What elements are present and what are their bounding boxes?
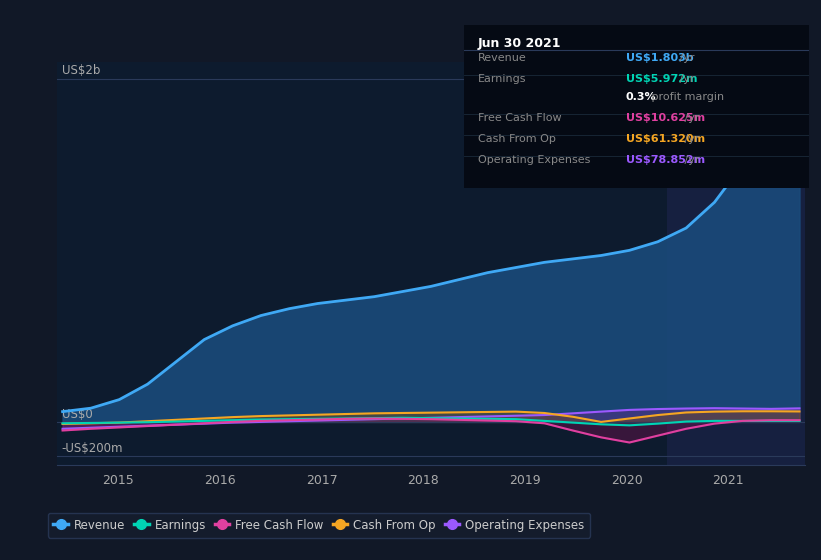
Text: Cash From Op: Cash From Op	[478, 134, 556, 144]
Text: Jun 30 2021: Jun 30 2021	[478, 36, 562, 50]
Text: /yr: /yr	[676, 53, 694, 63]
Text: US$5.972m: US$5.972m	[626, 74, 697, 84]
Text: US$10.625m: US$10.625m	[626, 113, 705, 123]
Text: /yr: /yr	[676, 74, 694, 84]
Text: 0.3%: 0.3%	[626, 92, 657, 102]
Text: /yr: /yr	[681, 134, 699, 144]
Text: -US$200m: -US$200m	[62, 442, 123, 455]
Text: US$78.852m: US$78.852m	[626, 155, 705, 165]
Text: /yr: /yr	[681, 155, 699, 165]
Text: US$61.320m: US$61.320m	[626, 134, 705, 144]
Text: /yr: /yr	[681, 113, 699, 123]
Text: Operating Expenses: Operating Expenses	[478, 155, 590, 165]
Text: profit margin: profit margin	[648, 92, 724, 102]
Bar	[667, 62, 805, 465]
Text: US$1.803b: US$1.803b	[626, 53, 694, 63]
Text: Earnings: Earnings	[478, 74, 526, 84]
Legend: Revenue, Earnings, Free Cash Flow, Cash From Op, Operating Expenses: Revenue, Earnings, Free Cash Flow, Cash …	[48, 513, 590, 538]
Text: Revenue: Revenue	[478, 53, 526, 63]
Text: US$0: US$0	[62, 408, 92, 421]
Text: Free Cash Flow: Free Cash Flow	[478, 113, 562, 123]
Text: US$2b: US$2b	[62, 64, 100, 77]
